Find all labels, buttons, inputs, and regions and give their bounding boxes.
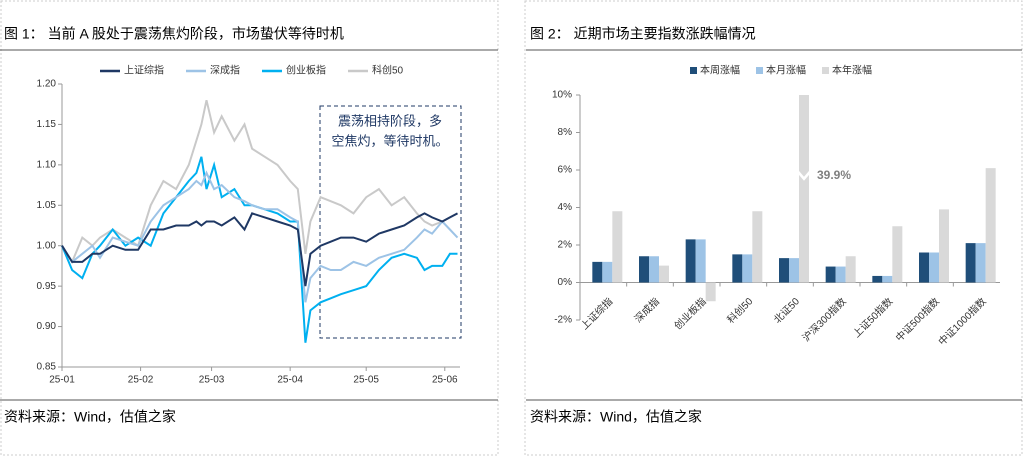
- x-tick-label: 上证综指: [578, 295, 615, 332]
- x-tick-label: 25-06: [432, 375, 458, 386]
- bar: [685, 239, 696, 283]
- legend-swatch: [822, 67, 829, 74]
- legend-label: 创业板指: [286, 64, 326, 77]
- panel-border: [0, 0, 499, 456]
- x-tick-label: 中证1000指数: [935, 295, 988, 348]
- bar: [799, 95, 809, 283]
- y-tick-label: 1.20: [37, 79, 57, 90]
- bar: [939, 209, 949, 283]
- x-tick-label: 25-05: [353, 375, 379, 386]
- x-tick-label: 25-04: [277, 375, 303, 386]
- source: 资料来源：Wind，估值之家: [4, 409, 176, 425]
- bar: [892, 226, 903, 283]
- legend-label: 深成指: [210, 64, 240, 77]
- bar: [732, 254, 743, 283]
- x-tick-label: 科创50: [724, 294, 756, 326]
- y-tick-label: 8%: [558, 127, 573, 138]
- bar: [639, 256, 649, 283]
- y-tick-label: 1.15: [37, 119, 57, 130]
- y-tick-label: 4%: [558, 202, 573, 213]
- bar: [779, 258, 789, 283]
- bar: [659, 265, 669, 283]
- value-label: 39.9%: [817, 168, 851, 182]
- bar: [975, 243, 986, 283]
- bar: [602, 261, 613, 283]
- x-tick-label: 创业板指: [671, 295, 708, 332]
- y-tick-label: -2%: [554, 315, 572, 326]
- y-tick-label: 0.85: [37, 362, 57, 373]
- legend-swatch: [756, 67, 763, 74]
- bar: [612, 211, 623, 283]
- chart-title: 图 2： 近期市场主要指数涨跌幅情况: [530, 26, 756, 42]
- x-tick-label: 上证50指数: [850, 295, 895, 340]
- x-tick-label: 深成指: [632, 295, 662, 325]
- y-tick-label: 1.00: [37, 240, 57, 251]
- bar: [845, 256, 856, 283]
- bar: [705, 282, 716, 302]
- annotation: 空焦灼，等待时机。: [331, 133, 448, 148]
- legend-label: 本月涨幅: [766, 64, 806, 77]
- bar: [742, 254, 753, 283]
- bar: [872, 275, 883, 283]
- line-series: [61, 212, 458, 287]
- x-tick-label: 25-01: [49, 375, 75, 386]
- x-tick-label: 北证50: [771, 295, 802, 326]
- legend-label: 本年涨幅: [832, 64, 872, 77]
- y-tick-label: 1.05: [37, 200, 57, 211]
- y-tick-label: 0.90: [37, 321, 57, 332]
- bar: [965, 243, 976, 283]
- panel-border: [524, 0, 1023, 456]
- x-tick-label: 25-03: [199, 375, 225, 386]
- annotation-box: [319, 105, 462, 339]
- y-tick-label: 10%: [552, 90, 572, 101]
- annotation: 震荡相持阶段，多: [338, 113, 442, 128]
- bar: [592, 261, 603, 283]
- line-series: [61, 170, 459, 303]
- legend-label: 科创50: [372, 64, 404, 77]
- legend-swatch: [690, 67, 697, 74]
- source: 资料来源：Wind，估值之家: [530, 409, 702, 425]
- y-tick-label: 0.95: [37, 281, 57, 292]
- y-tick-label: 0%: [558, 277, 573, 288]
- legend-label: 本周涨幅: [700, 64, 740, 77]
- legend-label: 上证综指: [124, 64, 164, 77]
- bar: [752, 211, 763, 283]
- x-tick-label: 25-02: [128, 375, 154, 386]
- chart-title: 图 1： 当前 A 股处于震荡焦灼阶段，市场蛰伏等待时机: [4, 26, 344, 42]
- bar: [985, 168, 996, 283]
- line-series: [61, 156, 458, 343]
- bar: [825, 266, 836, 283]
- y-tick-label: 1.10: [37, 159, 57, 170]
- y-tick-label: 6%: [558, 165, 573, 176]
- axis-break: [798, 169, 810, 181]
- bar: [835, 266, 846, 283]
- bar: [649, 256, 659, 283]
- bar: [919, 252, 929, 283]
- bar: [929, 252, 939, 283]
- bar: [695, 239, 706, 283]
- bar: [882, 275, 893, 283]
- bar: [789, 258, 799, 283]
- y-tick-label: 2%: [558, 240, 573, 251]
- x-tick-label: 沪深300指数: [799, 295, 848, 344]
- x-tick-label: 中证500指数: [893, 295, 942, 344]
